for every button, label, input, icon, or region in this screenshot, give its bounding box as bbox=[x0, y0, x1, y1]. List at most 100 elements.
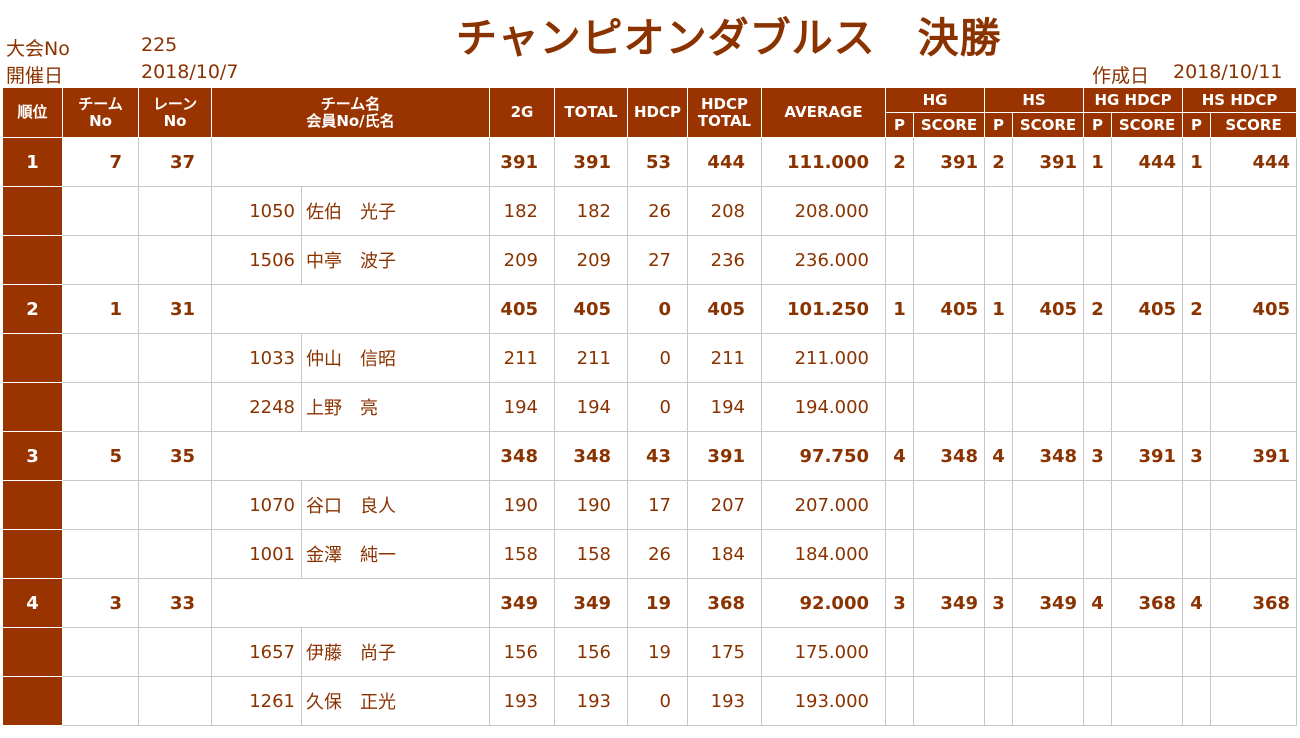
total-cell: 349 bbox=[554, 578, 628, 628]
member-name-cell: 谷口 良人 bbox=[301, 480, 490, 530]
col-header-hs-score: SCORE bbox=[1011, 112, 1085, 138]
member-no-cell: 1657 bbox=[211, 627, 302, 677]
member-no-cell: 1033 bbox=[211, 333, 302, 383]
hg-score-cell: 349 bbox=[913, 578, 985, 628]
hg-p-cell: 1 bbox=[885, 284, 914, 334]
empty-cell bbox=[1182, 235, 1212, 285]
hg-score-cell: 391 bbox=[913, 137, 985, 187]
member-name-cell: 上野 亮 bbox=[301, 382, 490, 432]
member-name-cell: 金澤 純一 bbox=[301, 529, 490, 579]
empty-cell bbox=[1182, 333, 1212, 383]
empty-cell bbox=[1111, 186, 1184, 236]
hg-p-cell: 3 bbox=[885, 578, 914, 628]
results-table: 順位 チーム No レーン No チーム名 会員No/氏名 2G TOTAL HDCP… bbox=[2, 87, 1298, 726]
empty-cell bbox=[1111, 235, 1184, 285]
member-name-cell: 中亭 波子 bbox=[301, 235, 490, 285]
hdcp-cell: 0 bbox=[627, 284, 688, 334]
tournament-no-value: 225 bbox=[141, 34, 178, 56]
hs-score-cell: 405 bbox=[1011, 284, 1085, 334]
average-cell: 175.000 bbox=[761, 627, 886, 677]
member-row: 2248 上野 亮 194 194 0 194 194.000 bbox=[2, 382, 1298, 432]
lane-no-cell bbox=[138, 627, 212, 677]
created-date-value: 2018/10/11 bbox=[1173, 61, 1283, 83]
team-no-cell: 3 bbox=[62, 578, 139, 628]
hs-hdcp-p-cell: 3 bbox=[1182, 431, 1212, 481]
empty-cell bbox=[1210, 627, 1298, 677]
average-cell: 207.000 bbox=[761, 480, 886, 530]
hs-score-cell: 348 bbox=[1011, 431, 1085, 481]
empty-cell bbox=[1210, 186, 1298, 236]
total-cell: 405 bbox=[554, 284, 628, 334]
team-row: 3 5 35 348 348 43 391 97.750 4 348 4 348 3 391 3 391 bbox=[2, 431, 1298, 481]
rank-cell bbox=[2, 529, 63, 579]
average-cell: 101.250 bbox=[761, 284, 886, 334]
2g-cell: 182 bbox=[489, 186, 555, 236]
total-cell: 156 bbox=[554, 627, 628, 677]
col-header-average: AVERAGE bbox=[761, 87, 886, 138]
lane-no-cell bbox=[138, 480, 212, 530]
team-no-cell bbox=[62, 627, 139, 677]
team-no-cell bbox=[62, 529, 139, 579]
hg-score-cell: 348 bbox=[913, 431, 985, 481]
rank-cell bbox=[2, 627, 63, 677]
total-cell: 193 bbox=[554, 676, 628, 726]
col-header-2g: 2G bbox=[489, 87, 555, 138]
empty-cell bbox=[984, 333, 1013, 383]
empty-cell bbox=[984, 627, 1013, 677]
member-row: 1506 中亭 波子 209 209 27 236 236.000 bbox=[2, 235, 1298, 285]
empty-cell bbox=[913, 627, 985, 677]
empty-cell bbox=[1083, 480, 1113, 530]
member-name-cell: 仲山 信昭 bbox=[301, 333, 490, 383]
member-name-cell: 伊藤 尚子 bbox=[301, 627, 490, 677]
total-cell: 391 bbox=[554, 137, 628, 187]
2g-cell: 211 bbox=[489, 333, 555, 383]
col-header-total: TOTAL bbox=[554, 87, 628, 138]
average-cell: 193.000 bbox=[761, 676, 886, 726]
col-header-hs-hdcp-score: SCORE bbox=[1210, 112, 1298, 138]
member-row: 1050 佐伯 光子 182 182 26 208 208.000 bbox=[2, 186, 1298, 236]
hdcp-total-cell: 208 bbox=[687, 186, 762, 236]
empty-cell bbox=[1210, 382, 1298, 432]
2g-cell: 193 bbox=[489, 676, 555, 726]
empty-cell bbox=[1083, 235, 1113, 285]
team-no-cell bbox=[62, 676, 139, 726]
empty-cell bbox=[1182, 529, 1212, 579]
empty-cell bbox=[1011, 333, 1085, 383]
col-header-hs-hdcp-p: P bbox=[1182, 112, 1212, 138]
average-cell: 184.000 bbox=[761, 529, 886, 579]
empty-cell bbox=[1011, 480, 1085, 530]
hs-hdcp-score-cell: 405 bbox=[1210, 284, 1298, 334]
hdcp-total-cell: 211 bbox=[687, 333, 762, 383]
hs-hdcp-p-cell: 1 bbox=[1182, 137, 1212, 187]
empty-cell bbox=[913, 676, 985, 726]
col-header-hg: HG bbox=[885, 87, 985, 113]
page-title: チャンピオンダブルス 決勝 bbox=[456, 14, 1002, 62]
member-no-cell: 1506 bbox=[211, 235, 302, 285]
empty-cell bbox=[913, 235, 985, 285]
empty-cell bbox=[913, 382, 985, 432]
total-cell: 182 bbox=[554, 186, 628, 236]
col-header-hg-p: P bbox=[885, 112, 914, 138]
hdcp-cell: 43 bbox=[627, 431, 688, 481]
hdcp-cell: 0 bbox=[627, 382, 688, 432]
lane-no-cell: 31 bbox=[138, 284, 212, 334]
total-cell: 211 bbox=[554, 333, 628, 383]
member-name-cell: 久保 正光 bbox=[301, 676, 490, 726]
hs-score-cell: 391 bbox=[1011, 137, 1085, 187]
2g-cell: 391 bbox=[489, 137, 555, 187]
col-header-hg-hdcp-p: P bbox=[1083, 112, 1113, 138]
rank-cell bbox=[2, 382, 63, 432]
lane-no-cell: 37 bbox=[138, 137, 212, 187]
empty-cell bbox=[1083, 676, 1113, 726]
hdcp-total-cell: 444 bbox=[687, 137, 762, 187]
member-no-cell: 1001 bbox=[211, 529, 302, 579]
total-cell: 190 bbox=[554, 480, 628, 530]
empty-cell bbox=[1210, 333, 1298, 383]
empty-cell bbox=[885, 480, 914, 530]
rank-cell bbox=[2, 333, 63, 383]
empty-cell bbox=[1111, 333, 1184, 383]
lane-no-cell bbox=[138, 529, 212, 579]
member-row: 1070 谷口 良人 190 190 17 207 207.000 bbox=[2, 480, 1298, 530]
team-no-cell: 5 bbox=[62, 431, 139, 481]
hs-hdcp-p-cell: 2 bbox=[1182, 284, 1212, 334]
